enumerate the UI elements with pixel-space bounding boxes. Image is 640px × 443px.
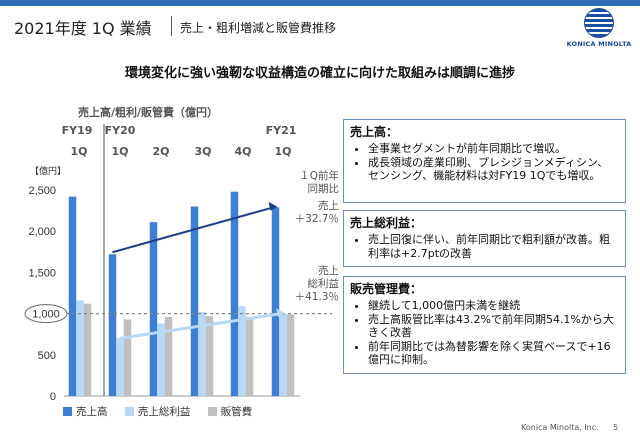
yoy-annotation: １Q前年 同期比 <box>299 170 339 195</box>
period-q-label: 3Q <box>194 145 212 158</box>
period-fy-label: FY20 <box>104 124 136 137</box>
reference-marker-label: 1,000 <box>32 309 60 321</box>
sales-commentary-box: 売上高： 全事業セグメントが前年同期比で増収。 成長領域の産業印刷、プレシジョン… <box>343 119 626 203</box>
bar-gross-profit <box>238 306 246 396</box>
legend-label: 売上総利益 <box>137 406 191 418</box>
legend-item: 売上総利益 <box>124 404 191 419</box>
bar-sga <box>286 314 295 396</box>
bar-sales <box>108 254 117 396</box>
period-q-label: 2Q <box>152 145 170 158</box>
chart-legend: 売上高 売上総利益 販管費 <box>63 404 266 419</box>
bar-sales <box>68 196 77 396</box>
box-title: 売上高： <box>350 125 399 139</box>
slide-subtitle: 売上・粗利増減と販管費推移 <box>180 21 337 35</box>
box-title: 販売管理費： <box>350 282 423 296</box>
bar-gross-profit <box>198 311 206 396</box>
legend-swatch <box>207 407 217 416</box>
legend-label: 販管費 <box>220 406 253 418</box>
y-tick-label: 2,000 <box>28 226 56 238</box>
legend-swatch <box>63 407 72 416</box>
bar-sga <box>245 316 254 396</box>
company-logo: KONICA MINOLTA <box>566 8 632 48</box>
bar-gross-profit <box>116 338 124 396</box>
gross-profit-commentary-box: 売上総利益： 売上回復に伴い、前年同期比で粗利額が改善。粗利率は+2.7ptの改… <box>343 210 626 267</box>
legend-swatch <box>124 407 134 416</box>
bullet-item: 全事業セグメントが前年同期比で増収。 <box>368 142 619 156</box>
sales-growth-arrow <box>112 206 274 254</box>
y-tick-label: 1,500 <box>28 267 56 279</box>
bar-sales <box>190 206 199 396</box>
bar-gross-profit <box>279 313 287 396</box>
page-number: 5 <box>613 423 619 432</box>
bullet-item: 成長領域の産業印刷、プレシジョンメディシン、センシング、機能材料は対FY19 1… <box>368 156 619 183</box>
bar-gross-profit <box>157 323 165 396</box>
chart-title: 売上高/粗利/販管費（億円） <box>78 106 219 119</box>
y-axis-unit: 【億円】 <box>30 167 67 177</box>
bar-sga <box>205 316 214 396</box>
legend-item: 販管費 <box>207 404 253 419</box>
box-title: 売上総利益： <box>350 216 423 230</box>
bar-sga <box>164 316 173 396</box>
legend-label: 売上高 <box>76 406 108 418</box>
sales-growth-arrowhead <box>268 201 278 211</box>
logo-wordmark: KONICA MINOLTA <box>566 40 632 48</box>
top-accent-bar <box>0 0 640 6</box>
bullet-item: 前年同期比では為替影響を除く実質ベースで+16億円に抑制。 <box>368 340 619 367</box>
period-q-label: 1Q <box>274 145 292 158</box>
bullet-item: 売上回復に伴い、前年同期比で粗利額が改善。粗利率は+2.7ptの改善 <box>368 233 619 260</box>
period-fy-label: FY21 <box>265 124 297 137</box>
legend-item: 売上高 <box>63 404 108 419</box>
bar-sales <box>271 207 280 396</box>
globe-logo-icon <box>584 8 614 38</box>
sga-commentary-box: 販売管理費： 継続して1,000億円未満を継続 売上高販管比率は43.2%で前年… <box>343 276 626 374</box>
gross-profit-growth-annotation: 売上 総利益 ＋41.3％ <box>294 265 339 303</box>
slide-headline: 環境変化に強い強靭な収益構造の確立に向けた取組みは順調に進捗 <box>124 66 515 81</box>
bar-sales <box>230 191 239 396</box>
bar-sga <box>123 319 132 396</box>
gross-profit-growth-arrowhead <box>276 308 285 318</box>
bar-gross-profit <box>76 300 84 396</box>
period-fy-label: FY19 <box>61 124 93 137</box>
footer-company: Konica Minolta, Inc. <box>521 423 599 432</box>
y-tick-label: 2,500 <box>28 185 56 197</box>
slide-title: 2021年度 1Q 業績 <box>14 19 152 38</box>
title-separator <box>171 16 172 36</box>
period-q-label: 4Q <box>234 145 252 158</box>
y-tick-label: 0 <box>50 391 56 403</box>
period-q-label: 1Q <box>70 145 88 158</box>
slide-header: 2021年度 1Q 業績 売上・粗利増減と販管費推移 <box>0 6 560 42</box>
period-q-label: 1Q <box>111 145 129 158</box>
bullet-item: 売上高販管比率は43.2%で前年同期54.1%から大きく改善 <box>368 313 619 340</box>
y-tick-label: 500 <box>38 350 56 362</box>
reference-marker-ellipse <box>24 304 68 324</box>
sales-growth-annotation: 売上 ＋32.7％ <box>294 200 339 225</box>
gross-profit-growth-arrow <box>119 312 282 340</box>
bullet-item: 継続して1,000億円未満を継続 <box>368 299 619 313</box>
bar-sga <box>83 303 92 396</box>
bar-sales <box>149 222 158 396</box>
